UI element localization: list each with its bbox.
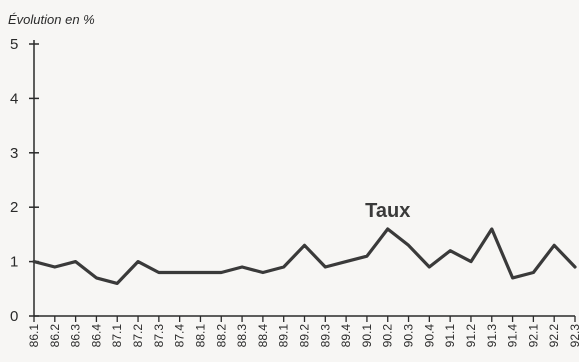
x-tick-label: 88.1 bbox=[193, 324, 207, 348]
x-tick-label: 86.1 bbox=[27, 324, 41, 348]
axes bbox=[29, 40, 576, 322]
x-tick-label: 86.3 bbox=[69, 324, 83, 348]
x-tick-label: 90.2 bbox=[381, 324, 395, 348]
x-tick-label: 92.1 bbox=[526, 324, 540, 348]
y-tick-label: 4 bbox=[10, 90, 18, 107]
x-tick-label: 88.3 bbox=[235, 324, 249, 348]
x-tick-label: 90.4 bbox=[422, 324, 436, 348]
y-tick-label: 5 bbox=[10, 36, 18, 53]
y-axis-title: Évolution en % bbox=[8, 12, 95, 27]
x-tick-label: 92.2 bbox=[547, 324, 561, 348]
x-tick-label: 89.1 bbox=[277, 324, 291, 348]
series-label-taux: Taux bbox=[365, 200, 410, 222]
x-tick-label: 87.2 bbox=[131, 324, 145, 348]
x-tick-label: 91.4 bbox=[506, 324, 520, 348]
x-tick-label: 90.1 bbox=[360, 324, 374, 348]
series-group: Taux bbox=[32, 200, 577, 285]
y-tick-label: 2 bbox=[10, 199, 18, 216]
x-tick-label: 89.3 bbox=[318, 324, 332, 348]
x-tick-label: 88.2 bbox=[214, 324, 228, 348]
x-tick-label: 87.3 bbox=[152, 324, 166, 348]
x-tick-label: 91.1 bbox=[443, 324, 457, 348]
x-tick-labels: 86.1 86.2 86.3 86.4 87.1 87.2 87.3 87.4 88.1 88.2… bbox=[27, 324, 579, 348]
y-tick-label: 1 bbox=[10, 254, 18, 271]
x-tick-label: 86.2 bbox=[48, 324, 62, 348]
x-tick-label: 88.4 bbox=[256, 324, 270, 348]
x-tick-label: 90.3 bbox=[402, 324, 416, 348]
y-tick-label: 3 bbox=[10, 145, 18, 162]
x-tick-label: 89.2 bbox=[298, 324, 312, 348]
x-tick-label: 86.4 bbox=[89, 324, 103, 348]
x-tick-label: 89.4 bbox=[339, 324, 353, 348]
x-tick-label: 87.1 bbox=[110, 324, 124, 348]
series-line-taux bbox=[32, 227, 577, 285]
x-tick-label: 87.4 bbox=[173, 324, 187, 348]
x-tick-label: 91.3 bbox=[485, 324, 499, 348]
x-tick-label: 91.2 bbox=[464, 324, 478, 348]
y-tick-labels: 0 1 2 3 4 5 bbox=[10, 36, 18, 325]
x-tick-label: 92.3 bbox=[568, 324, 579, 348]
y-tick-label: 0 bbox=[10, 308, 18, 325]
